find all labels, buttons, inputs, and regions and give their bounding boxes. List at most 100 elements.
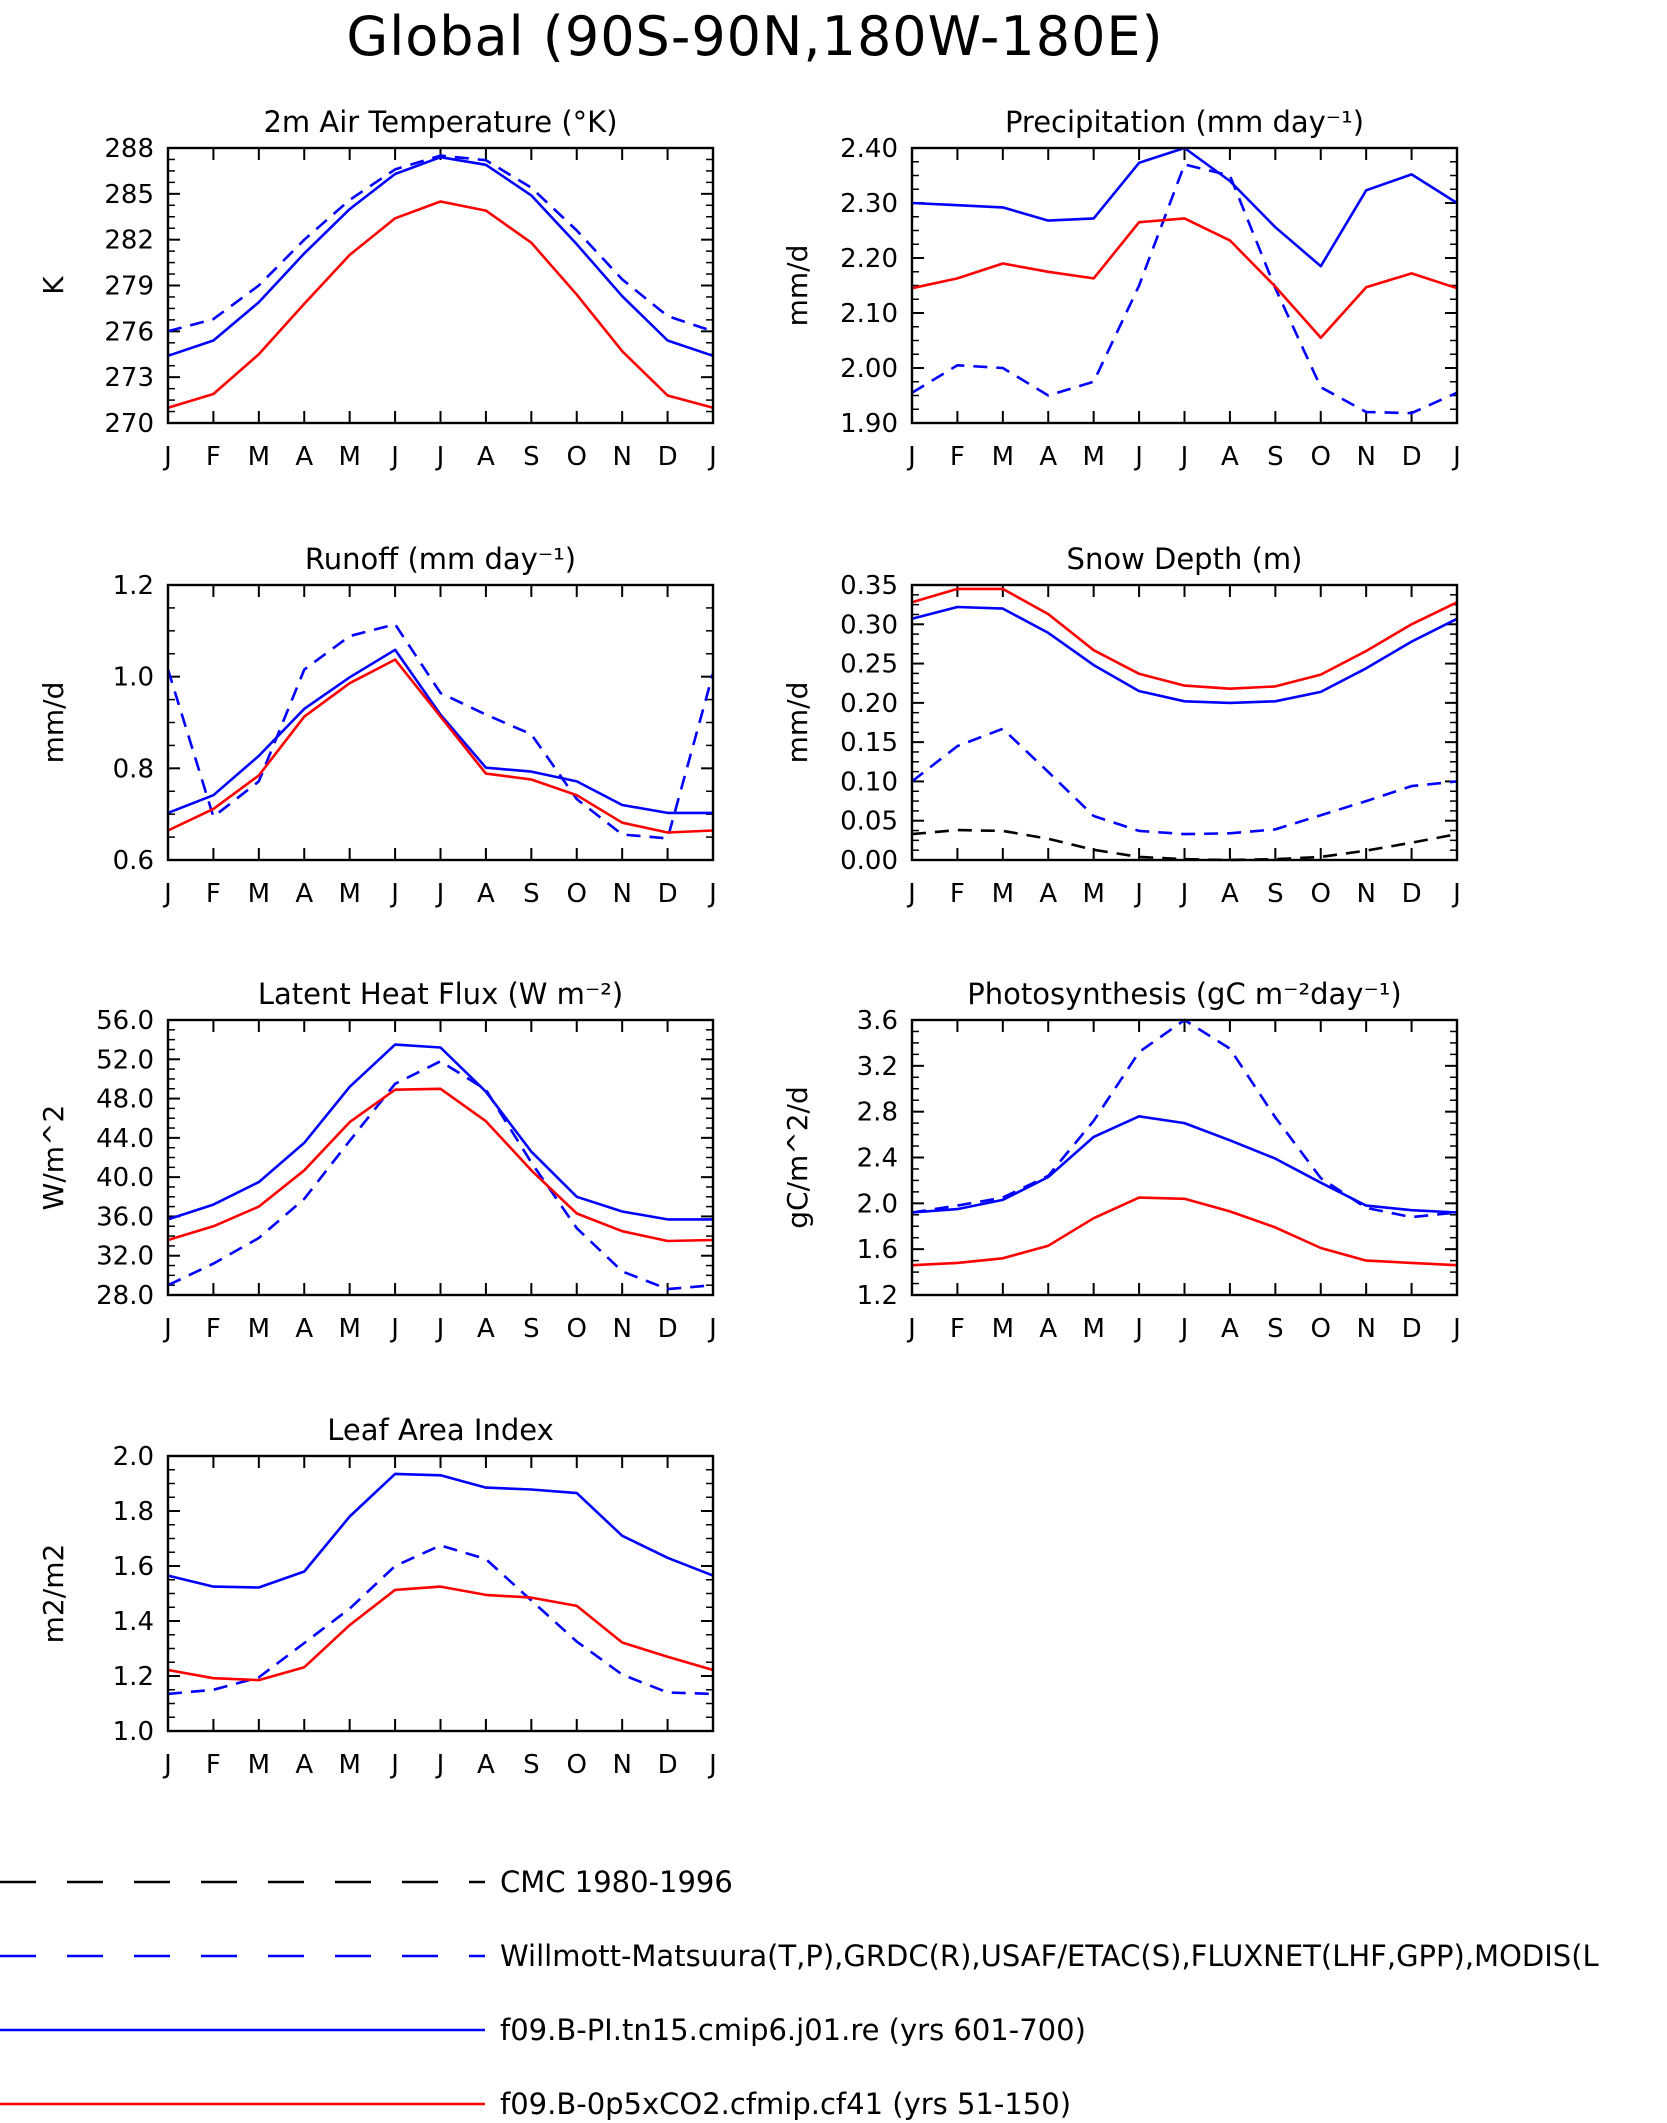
x-tick-label: J [707, 1314, 717, 1344]
panel-4: Snow Depth (m)mm/dJ F M A M J J A S O N D J0.350.300… [781, 542, 1461, 909]
x-tick-label: A [1221, 442, 1239, 472]
y-axis-label: K [37, 276, 70, 295]
y-axis-label: mm/d [781, 682, 814, 764]
y-tick-label: 282 [104, 226, 154, 256]
y-tick-label: 40.0 [96, 1163, 154, 1193]
x-tick-label: S [1267, 1314, 1284, 1344]
y-tick-label: 0.00 [840, 846, 898, 876]
x-tick-label: J [162, 1314, 172, 1344]
y-tick-label: 1.6 [113, 1552, 154, 1582]
x-tick-label: D [1402, 442, 1422, 472]
x-tick-label: O [1311, 442, 1331, 472]
x-tick-label: A [1039, 442, 1057, 472]
y-tick-label: 32.0 [96, 1242, 154, 1272]
x-tick-label: J [906, 442, 916, 472]
x-tick-label: J [906, 879, 916, 909]
x-tick-label: F [206, 442, 221, 472]
x-tick-label: M [1082, 879, 1104, 909]
panels: 2m Air Temperature (°K)KJ F M A M J J A S O N D J288… [37, 105, 1461, 1780]
y-tick-label: 1.2 [857, 1281, 898, 1311]
y-tick-label: 0.15 [840, 728, 898, 758]
series-line-3 [167, 200, 714, 409]
x-tick-label: A [1039, 1314, 1057, 1344]
panel-title: Precipitation (mm day⁻¹) [1005, 105, 1364, 139]
x-tick-label: O [1311, 1314, 1331, 1344]
panel-title: Latent Heat Flux (W m⁻²) [258, 977, 623, 1011]
x-tick-label: J [435, 442, 445, 472]
x-tick-label: J [162, 1750, 172, 1780]
plot-frame [910, 146, 1459, 425]
x-tick-label: J [389, 1750, 399, 1780]
y-tick-label: 1.4 [113, 1607, 154, 1637]
y-tick-label: 2.8 [857, 1098, 898, 1128]
panel-5: Latent Heat Flux (W m⁻²)W/m^2J F M A M J J A S O N… [37, 977, 717, 1344]
x-tick-label: F [206, 879, 221, 909]
y-tick-label: 1.0 [113, 1717, 154, 1747]
y-tick-label: 0.25 [840, 650, 898, 680]
x-tick-label: J [389, 879, 399, 909]
y-tick-label: 273 [104, 363, 154, 393]
x-tick-label: O [567, 879, 587, 909]
x-tick-label: S [1267, 442, 1284, 472]
legend-label-3: f09.B-PI.tn15.cmip6.j01.re (yrs 601-700) [500, 2013, 1086, 2047]
x-tick-label: J [435, 1750, 445, 1780]
y-tick-label: 1.0 [113, 663, 154, 693]
series-line-2 [167, 1472, 714, 1589]
x-tick-label: M [248, 879, 270, 909]
series-line-4 [911, 587, 1458, 691]
plot-frame [910, 1018, 1459, 1297]
y-tick-label: 44.0 [96, 1124, 154, 1154]
x-tick-label: D [658, 442, 678, 472]
series-line-1 [911, 1018, 1458, 1219]
y-tick-label: 28.0 [96, 1281, 154, 1311]
x-tick-label: J [1179, 1314, 1189, 1344]
x-tick-label: D [1402, 1314, 1422, 1344]
y-tick-label: 0.6 [113, 846, 154, 876]
x-tick-label: A [477, 442, 495, 472]
legend-label-1: CMC 1980-1996 [500, 1865, 733, 1899]
y-tick-label: 2.40 [840, 134, 898, 164]
x-tick-label: J [1451, 442, 1461, 472]
y-tick-label: 2.0 [857, 1189, 898, 1219]
x-tick-label: F [950, 879, 965, 909]
y-tick-label: 2.30 [840, 189, 898, 219]
series-line-1 [167, 1544, 714, 1696]
y-tick-label: 2.00 [840, 354, 898, 384]
panel-title: Snow Depth (m) [1067, 542, 1303, 576]
panel-title: Photosynthesis (gC m⁻²day⁻¹) [967, 977, 1401, 1011]
x-tick-label: A [295, 442, 313, 472]
y-tick-label: 3.2 [857, 1052, 898, 1082]
y-tick-label: 1.2 [113, 1662, 154, 1692]
x-tick-label: F [206, 1314, 221, 1344]
x-tick-label: J [707, 1750, 717, 1780]
panel-6: Photosynthesis (gC m⁻²day⁻¹)gC/m^2/dJ F M A… [781, 977, 1461, 1344]
x-tick-label: M [338, 1314, 360, 1344]
x-tick-label: A [477, 879, 495, 909]
x-tick-label: A [477, 1750, 495, 1780]
x-tick-label: A [295, 1750, 313, 1780]
series-line-1 [166, 622, 715, 840]
y-tick-label: 270 [104, 409, 154, 439]
x-tick-label: O [567, 442, 587, 472]
y-tick-label: 52.0 [96, 1045, 154, 1075]
x-tick-label: J [435, 879, 445, 909]
x-tick-label: A [295, 1314, 313, 1344]
series-line-3 [911, 1196, 1458, 1267]
x-tick-label: N [1356, 442, 1375, 472]
y-tick-label: 0.05 [840, 807, 898, 837]
x-tick-label: N [612, 1314, 631, 1344]
x-tick-label: N [1356, 1314, 1375, 1344]
x-tick-label: M [1082, 1314, 1104, 1344]
x-tick-label: J [1179, 879, 1189, 909]
y-axis-label: gC/m^2/d [781, 1086, 814, 1229]
x-tick-label: J [1133, 879, 1143, 909]
y-tick-label: 1.2 [113, 571, 154, 601]
x-tick-label: N [1356, 879, 1375, 909]
y-tick-label: 285 [104, 180, 154, 210]
series-line-2 [167, 1043, 713, 1221]
x-tick-label: J [389, 1314, 399, 1344]
x-tick-label: J [162, 879, 172, 909]
x-tick-label: N [612, 879, 631, 909]
panel-title: Leaf Area Index [327, 1413, 553, 1447]
